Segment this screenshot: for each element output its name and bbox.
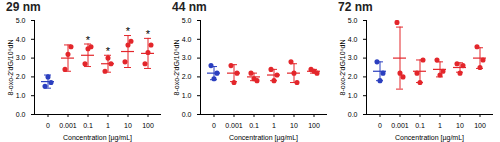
svg-text:0.001: 0.001 [225,122,243,129]
html-text:72 nm: 72 nm [338,0,373,14]
svg-text:4.0: 4.0 [348,36,358,43]
svg-text:Concentration [µg/mL]: Concentration [µg/mL] [63,134,132,142]
svg-text:0: 0 [378,122,382,129]
svg-text:5.0: 5.0 [348,17,358,24]
svg-text:*: * [86,34,91,46]
svg-text:5.0: 5.0 [16,17,26,24]
svg-text:*: * [126,25,131,37]
svg-text:3.0: 3.0 [182,54,192,61]
svg-text:0.0: 0.0 [348,111,358,118]
svg-text:0.001: 0.001 [59,122,77,129]
svg-text:8-oxo-2'dG/10⁶dN: 8-oxo-2'dG/10⁶dN [339,40,346,96]
svg-text:Concentration [µg/mL]: Concentration [µg/mL] [395,134,464,142]
svg-text:Concentration [µg/mL]: Concentration [µg/mL] [229,134,298,142]
svg-text:0.1: 0.1 [415,122,425,129]
svg-text:1.0: 1.0 [182,92,192,99]
svg-text:0.0: 0.0 [16,111,26,118]
html-text:44 nm: 44 nm [172,0,207,14]
svg-text:10: 10 [456,122,464,129]
svg-text:0: 0 [212,122,216,129]
svg-text:1: 1 [106,122,110,129]
html-text:29 nm: 29 nm [6,0,41,14]
svg-text:100: 100 [142,122,154,129]
svg-text:1.0: 1.0 [16,92,26,99]
svg-text:8-oxo-2'dG/10⁶dN: 8-oxo-2'dG/10⁶dN [7,40,14,96]
svg-text:8-oxo-2'dG/10⁶dN: 8-oxo-2'dG/10⁶dN [173,40,180,96]
svg-text:1: 1 [272,122,276,129]
svg-text:10: 10 [124,122,132,129]
svg-text:0.0: 0.0 [182,111,192,118]
svg-text:100: 100 [474,122,486,129]
svg-text:5.0: 5.0 [182,17,192,24]
svg-text:1.0: 1.0 [348,92,358,99]
svg-text:3.0: 3.0 [16,54,26,61]
svg-text:2.0: 2.0 [16,73,26,80]
svg-text:0.1: 0.1 [249,122,259,129]
svg-text:1: 1 [438,122,442,129]
svg-text:10: 10 [290,122,298,129]
svg-text:0.001: 0.001 [391,122,409,129]
svg-text:*: * [146,28,151,40]
svg-text:4.0: 4.0 [16,36,26,43]
svg-text:0.1: 0.1 [83,122,93,129]
svg-text:2.0: 2.0 [182,73,192,80]
svg-text:3.0: 3.0 [348,54,358,61]
svg-text:0: 0 [46,122,50,129]
svg-text:2.0: 2.0 [348,73,358,80]
svg-text:*: * [106,45,111,57]
svg-text:100: 100 [308,122,320,129]
svg-text:4.0: 4.0 [182,36,192,43]
